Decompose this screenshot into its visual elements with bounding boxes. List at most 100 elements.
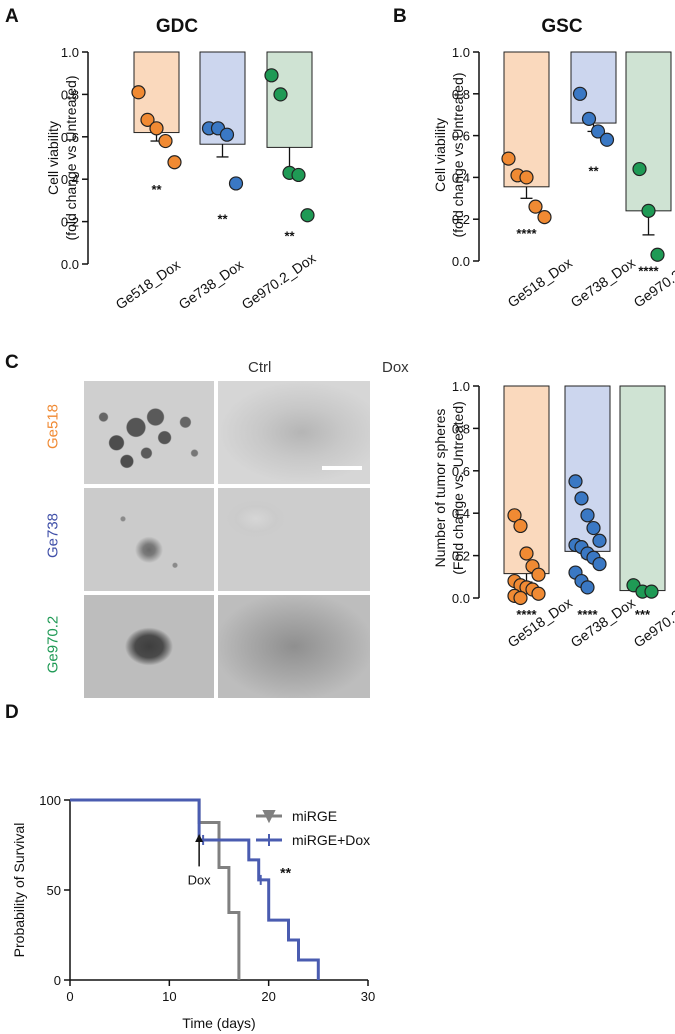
chart-title-a: GDC <box>156 16 199 37</box>
significance-c-0: **** <box>516 607 537 622</box>
survival-line-0 <box>70 798 241 980</box>
data-point-a-2-4 <box>300 208 315 223</box>
data-point-a-2-1 <box>273 87 288 102</box>
data-point-a-0-4 <box>167 155 182 170</box>
data-point-b-0-3 <box>528 199 543 214</box>
data-point-a-0-1 <box>140 112 155 127</box>
x-tick-label-a-0: Ge518_Dox <box>113 256 183 312</box>
data-point-b-1-3 <box>599 132 615 147</box>
data-point-c-1-1 <box>574 491 589 506</box>
bar-c-0 <box>503 385 550 575</box>
y-tick-label-b-0: 0.0 <box>452 254 470 269</box>
bar-b-2 <box>625 51 672 212</box>
y-tick-label-b-5: 1.0 <box>452 45 470 60</box>
chart-title-b: GSC <box>541 16 582 37</box>
y-axis-label-b-line1: Cell viability <box>432 118 448 192</box>
x-tick-label-d-2: 20 <box>261 989 275 1004</box>
y-axis-label-c-line1: Number of tumor spheres <box>432 409 448 568</box>
legend-label-0: miRGE <box>292 808 337 824</box>
data-point-c-0-2 <box>519 546 534 561</box>
panel-letter-a: A <box>5 6 19 27</box>
y-tick-label-a-0: 0.0 <box>61 257 79 272</box>
y-axis-label-c-line2: (Fold change vs. Untreated) <box>450 401 466 575</box>
x-tick-label-b-0: Ge518_Dox <box>505 254 575 310</box>
significance-a-1: ** <box>217 212 228 227</box>
data-point-b-1-1 <box>581 111 597 126</box>
y-tick-label-a-1: 0.2 <box>61 215 79 230</box>
y-tick-label-d-2: 100 <box>39 793 61 808</box>
y-tick-label-b-1: 0.2 <box>452 212 470 227</box>
data-point-c-0-0 <box>507 508 522 523</box>
micrograph-row-label-ge970: Ge970.2 <box>44 615 62 674</box>
micrograph-row-label-ge518: Ge518 <box>44 403 62 450</box>
data-point-c-0-1 <box>513 518 528 534</box>
micrograph-col-ctrl: Ctrl <box>248 359 272 376</box>
significance-a-2: ** <box>284 229 295 244</box>
y-tick-label-a-2: 0.4 <box>61 172 79 187</box>
data-point-b-0-2 <box>519 170 534 185</box>
data-point-a-0-2 <box>149 121 164 136</box>
x-tick-label-d-1: 10 <box>162 989 176 1004</box>
data-point-b-0-0 <box>501 151 516 166</box>
data-point-a-2-0 <box>264 68 279 83</box>
data-point-a-0-0 <box>131 85 146 100</box>
x-tick-label-d-3: 30 <box>361 989 375 1004</box>
dox-arrow-head <box>195 834 204 842</box>
micrograph-col-dox: Dox <box>382 359 409 376</box>
survival-line-1 <box>70 798 320 980</box>
bar-a-2 <box>266 51 313 148</box>
x-tick-label-b-1: Ge738_Dox <box>568 254 638 310</box>
micrograph-row-label-ge738: Ge738 <box>44 512 62 559</box>
data-point-c-1-12 <box>580 580 595 595</box>
data-point-b-1-2 <box>590 124 606 139</box>
bar-b-0 <box>503 51 550 188</box>
bar-c-2 <box>619 385 666 592</box>
y-axis-label-a-line2: (fold change vs Untreated) <box>63 76 79 241</box>
y-tick-label-c-0: 0.0 <box>452 591 470 606</box>
micrograph-ge970-ctrl <box>84 595 214 698</box>
data-point-c-1-3 <box>586 520 601 536</box>
panel-letter-c: C <box>5 352 19 373</box>
significance-b-0: **** <box>516 226 537 241</box>
micrograph-ge970-dox <box>218 595 370 698</box>
x-tick-label-a-1: Ge738_Dox <box>176 256 246 312</box>
legend-label-1: miRGE+Dox <box>292 832 370 848</box>
y-tick-label-a-3: 0.6 <box>61 130 79 145</box>
significance-a-0: ** <box>151 182 162 197</box>
data-point-c-0-11 <box>513 590 528 606</box>
data-point-c-1-9 <box>592 556 607 572</box>
micrograph-ge738-dox <box>218 488 370 591</box>
significance-c-2: *** <box>635 607 651 622</box>
micrograph-ge518-dox <box>218 381 370 484</box>
legend-marker-0 <box>262 810 276 824</box>
data-point-c-0-4 <box>531 567 546 582</box>
panel-letter-d: D <box>5 702 19 723</box>
y-tick-label-b-2: 0.4 <box>452 170 470 185</box>
data-point-b-1-0 <box>572 86 588 101</box>
y-tick-label-a-4: 0.8 <box>61 87 79 102</box>
y-tick-label-c-2: 0.4 <box>452 506 470 521</box>
significance-c-1: **** <box>577 607 598 622</box>
x-axis-label-d: Time (days) <box>182 1015 255 1031</box>
y-axis-label-a-line1: Cell viability <box>45 121 61 195</box>
y-axis-label-d: Probability of Survival <box>11 823 27 958</box>
y-tick-label-d-0: 0 <box>54 973 61 988</box>
y-tick-label-c-1: 0.2 <box>452 549 470 564</box>
data-point-a-2-3 <box>291 167 306 183</box>
data-point-c-1-0 <box>568 474 583 489</box>
x-tick-label-d-0: 0 <box>66 989 73 1004</box>
x-tick-label-a-2: Ge970.2_Dox <box>239 250 319 313</box>
data-point-a-1-3 <box>228 176 244 191</box>
data-point-a-0-3 <box>158 133 173 149</box>
data-point-a-1-2 <box>219 127 235 142</box>
y-tick-label-b-4: 0.8 <box>452 87 470 102</box>
micrograph-ge738-ctrl <box>84 488 214 591</box>
data-point-b-2-2 <box>650 247 665 262</box>
annotation-dox: Dox <box>188 872 212 887</box>
micrograph-ge518-ctrl <box>84 381 214 484</box>
y-tick-label-a-5: 1.0 <box>61 45 79 60</box>
data-point-c-1-2 <box>580 508 595 523</box>
y-tick-label-c-5: 1.0 <box>452 379 470 394</box>
x-tick-label-c-1: Ge738_Dox <box>568 594 638 650</box>
